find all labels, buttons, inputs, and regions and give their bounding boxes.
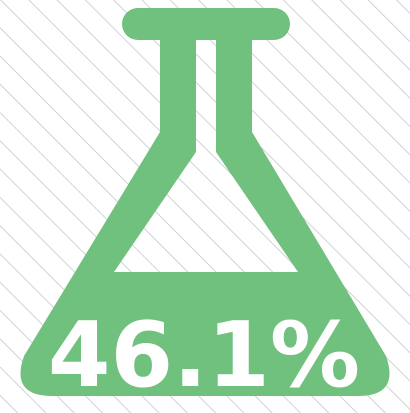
flask-cap [122, 8, 290, 40]
percentage-label: 46.1% [48, 303, 360, 408]
flask-body [20, 36, 390, 396]
